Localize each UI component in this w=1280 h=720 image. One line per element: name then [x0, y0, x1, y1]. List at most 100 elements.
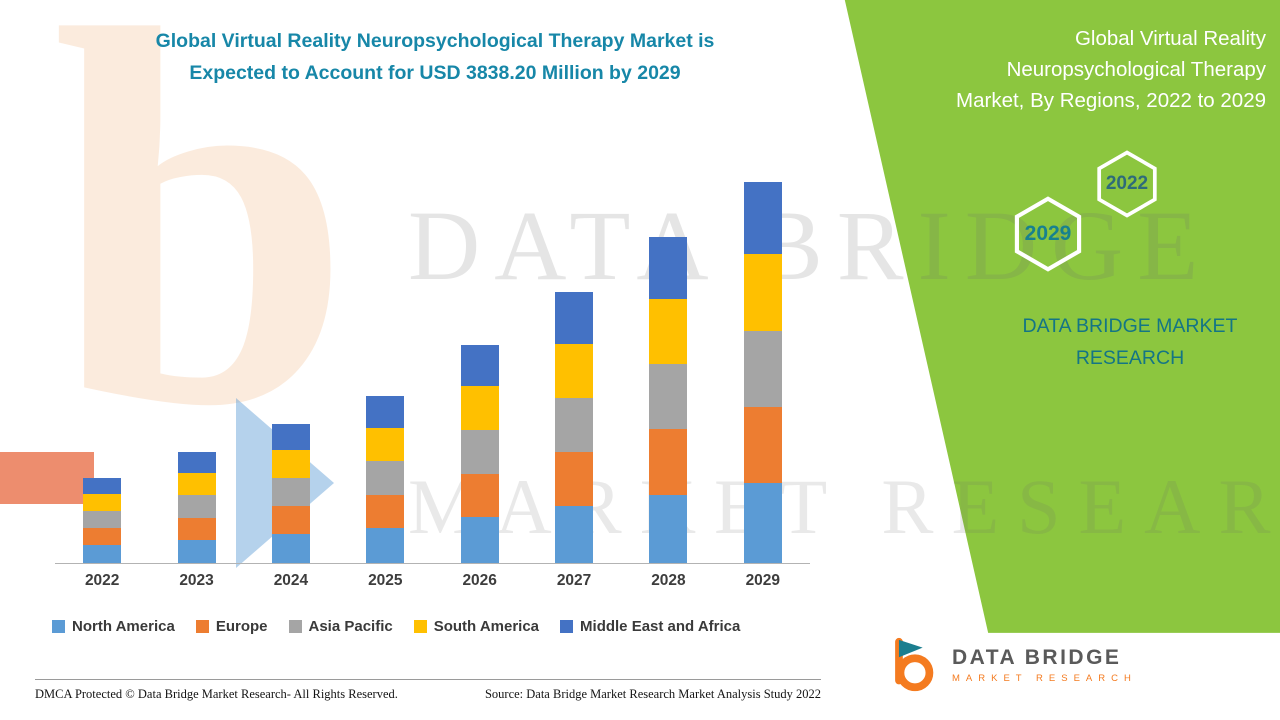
legend-item-north-america: North America	[52, 618, 175, 635]
bar-segment-asia-pacific	[460, 430, 499, 474]
logo-name: DATA BRIDGE	[952, 646, 1122, 669]
bar-segment-asia-pacific	[271, 478, 310, 507]
bar-segment-asia-pacific	[555, 397, 594, 452]
bar-segment-asia-pacific	[743, 330, 782, 407]
bar-segment-north-america	[460, 517, 499, 563]
stacked-bar-2026	[460, 344, 499, 563]
x-axis-label-2026: 2026	[462, 572, 497, 589]
stacked-bar-2029	[743, 182, 782, 563]
legend-swatch-south-america	[413, 620, 427, 633]
x-axis-label-2025: 2025	[368, 572, 403, 589]
bar-column-2025	[338, 178, 432, 563]
bar-segment-north-america	[649, 494, 688, 563]
stacked-bar-2023	[177, 452, 216, 563]
footer: DMCA Protected © Data Bridge Market Rese…	[35, 679, 821, 702]
bar-segment-europe	[743, 406, 782, 483]
brand-name-line2: RESEARCH	[1075, 347, 1185, 370]
legend-label-north-america: North America	[72, 618, 175, 635]
legend-item-middle-east-and-africa: Middle East and Africa	[560, 618, 740, 635]
bar-segment-south-america	[366, 427, 405, 462]
bar-segment-south-america	[83, 494, 122, 512]
stacked-bar-2025	[366, 395, 405, 563]
bar-segment-europe	[366, 494, 405, 528]
logo-tagline: MARKET RESEARCH	[952, 673, 1137, 684]
bar-column-2026	[433, 178, 527, 563]
bar-segment-europe	[271, 506, 310, 534]
legend-swatch-asia-pacific	[288, 620, 302, 633]
bar-segment-europe	[460, 473, 499, 518]
bar-segment-middle-east-and-africa	[555, 292, 594, 344]
legend-swatch-middle-east-and-africa	[560, 620, 574, 633]
orange-bar-watermark	[0, 452, 94, 504]
legend-label-asia-pacific: Asia Pacific	[308, 618, 393, 635]
bar-segment-north-america	[366, 528, 405, 563]
legend-item-asia-pacific: Asia Pacific	[288, 618, 393, 635]
hexagon-outline-icon	[1014, 196, 1082, 272]
legend-label-south-america: South America	[433, 618, 540, 635]
legend-item-europe: Europe	[195, 618, 268, 635]
page-title: Global Virtual Reality Neuropsychologica…	[30, 26, 840, 89]
bar-segment-north-america	[743, 483, 782, 563]
legend-label-europe: Europe	[215, 618, 268, 635]
chart-legend: North America Europe Asia Pacific South Ame…	[52, 618, 842, 635]
bar-segment-middle-east-and-africa	[83, 477, 122, 495]
bar-segment-south-america	[649, 298, 688, 365]
stacked-bar-2022	[83, 477, 122, 563]
bar-segment-europe	[555, 451, 594, 507]
bars-container	[55, 178, 810, 563]
legend-swatch-north-america	[52, 620, 65, 633]
bar-column-2029	[716, 178, 810, 563]
bar-segment-south-america	[460, 386, 499, 431]
hexagon-year-2022: 2022	[1091, 150, 1163, 218]
bar-segment-middle-east-and-africa	[366, 395, 405, 428]
x-axis-label-2023: 2023	[179, 572, 214, 589]
legend-label-middle-east-and-africa: Middle East and Africa	[580, 618, 741, 635]
bar-segment-asia-pacific	[177, 495, 216, 518]
hexagon-year-2029: 2029	[1004, 196, 1092, 272]
bar-segment-asia-pacific	[649, 364, 688, 430]
bar-segment-middle-east-and-africa	[460, 344, 499, 387]
bar-segment-north-america	[271, 533, 310, 563]
page-title-line1: Global Virtual Reality Neuropsychologica…	[155, 30, 715, 52]
bar-column-2027	[527, 178, 621, 563]
bar-column-2023	[149, 178, 243, 563]
brand-name-line1: DATA BRIDGE MARKET	[1022, 315, 1238, 337]
legend-item-south-america: South America	[413, 618, 540, 635]
bar-segment-middle-east-and-africa	[743, 182, 782, 255]
hexagon-year-2022-label: 2022	[1105, 173, 1149, 194]
bar-segment-north-america	[177, 539, 216, 563]
bar-segment-south-america	[177, 473, 216, 496]
hexagon-outline-icon	[1097, 150, 1157, 218]
side-panel-heading: Global Virtual Reality Neuropsychologica…	[846, 24, 1266, 116]
page-title-line2: Expected to Account for USD 3838.20 Mill…	[189, 61, 681, 84]
bar-segment-asia-pacific	[366, 461, 405, 495]
bar-segment-europe	[83, 528, 122, 546]
databridge-logo: DATA BRIDGE MARKET RESEARCH	[884, 636, 1137, 694]
stacked-bar-2024	[271, 424, 310, 563]
bar-segment-middle-east-and-africa	[271, 424, 310, 451]
databridge-logo-icon	[895, 637, 934, 692]
legend-swatch-europe	[195, 620, 209, 633]
bar-segment-middle-east-and-africa	[649, 237, 688, 299]
x-axis-label-2028: 2028	[651, 572, 686, 589]
dmca-notice: DMCA Protected © Data Bridge Market Rese…	[35, 687, 398, 701]
bar-column-2024	[244, 178, 338, 563]
stacked-bar-2028	[649, 237, 688, 563]
bar-column-2028	[621, 178, 715, 563]
source-note: Source: Data Bridge Market Research Mark…	[484, 687, 821, 701]
x-axis-label-2029: 2029	[745, 572, 781, 589]
x-axis: 2022 2023 2024 2025 2026 2027 2028 2029	[55, 572, 810, 590]
bar-segment-south-america	[555, 343, 594, 398]
bar-segment-asia-pacific	[83, 511, 122, 529]
x-axis-label-2027: 2027	[556, 572, 592, 589]
side-panel-heading-line2: Neuropsychological Therapy	[1006, 57, 1266, 81]
logo-text: DATA BRIDGE MARKET RESEARCH	[952, 646, 1137, 684]
x-axis-label-2022: 2022	[84, 572, 120, 589]
chart-plot-area	[55, 178, 810, 564]
hexagon-year-2029-label: 2029	[1024, 222, 1072, 245]
bar-segment-middle-east-and-africa	[177, 452, 216, 474]
bar-segment-north-america	[83, 545, 122, 563]
logo-watermark-b-icon: b	[52, 0, 353, 517]
bar-segment-europe	[177, 517, 216, 540]
